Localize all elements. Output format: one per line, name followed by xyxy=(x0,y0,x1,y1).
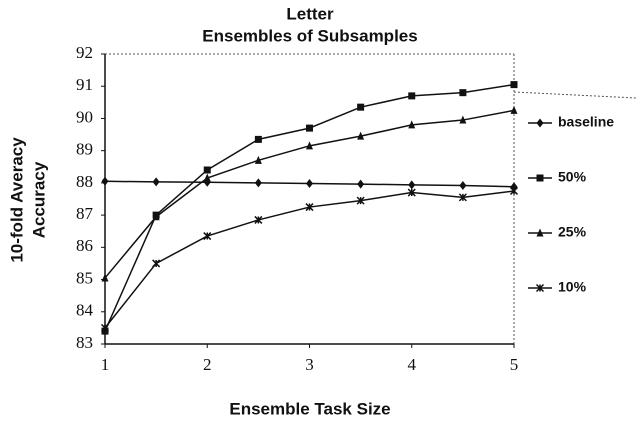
legend-label: 50% xyxy=(558,169,587,185)
series-line xyxy=(104,190,515,329)
marker xyxy=(356,196,365,205)
legend-border xyxy=(513,91,637,99)
marker xyxy=(509,186,519,195)
marker xyxy=(254,178,262,188)
marker xyxy=(152,212,160,221)
legend-marker xyxy=(536,118,544,128)
chart-subtitle: Ensembles of Subsamples xyxy=(202,26,417,45)
marker xyxy=(408,180,416,190)
y-tick-label: 90 xyxy=(76,107,93,126)
legend-marker xyxy=(536,174,544,182)
marker xyxy=(152,177,160,187)
y-tick-label: 87 xyxy=(76,204,94,223)
series-line xyxy=(104,109,515,279)
marker xyxy=(459,89,467,97)
marker xyxy=(254,135,262,143)
y-tick-label: 85 xyxy=(76,268,93,287)
marker xyxy=(357,179,365,189)
legend-label: baseline xyxy=(558,114,614,130)
legend-marker xyxy=(535,283,545,293)
x-tick-label: 4 xyxy=(408,355,417,374)
marker xyxy=(408,92,416,100)
y-axis-label: Accuracy xyxy=(29,161,48,238)
marker xyxy=(408,120,416,129)
marker xyxy=(101,176,109,186)
x-axis-label: Ensemble Task Size xyxy=(229,399,390,418)
marker xyxy=(357,131,365,140)
chart-title: Letter xyxy=(286,4,334,23)
y-tick-label: 89 xyxy=(76,140,93,159)
x-tick-label: 3 xyxy=(305,355,314,374)
marker xyxy=(203,173,211,182)
marker xyxy=(510,81,518,89)
marker xyxy=(203,166,211,174)
marker xyxy=(203,232,212,241)
marker xyxy=(407,188,416,197)
marker xyxy=(459,180,467,190)
legend-label: 25% xyxy=(558,224,587,240)
x-tick-label: 1 xyxy=(101,355,110,374)
y-tick-label: 92 xyxy=(76,43,93,62)
x-tick-label: 5 xyxy=(510,355,519,374)
marker xyxy=(100,323,110,332)
legend-marker xyxy=(536,228,544,237)
y-tick-label: 84 xyxy=(76,301,94,320)
y-tick-label: 86 xyxy=(76,236,93,255)
marker xyxy=(306,179,313,189)
marker xyxy=(459,115,467,124)
marker xyxy=(510,105,518,114)
y-tick-label: 91 xyxy=(76,75,93,94)
marker xyxy=(306,141,313,150)
marker xyxy=(305,203,314,212)
marker xyxy=(458,193,467,202)
marker xyxy=(357,103,365,111)
legend-label: 10% xyxy=(558,279,587,295)
y-axis-label: 10-fold Averacy xyxy=(7,137,26,263)
marker xyxy=(152,259,161,268)
marker xyxy=(254,155,262,164)
x-tick-label: 2 xyxy=(203,355,212,374)
y-tick-label: 83 xyxy=(76,333,93,352)
marker xyxy=(306,124,313,132)
y-tick-label: 88 xyxy=(76,172,93,191)
marker xyxy=(101,273,109,282)
marker xyxy=(254,215,263,224)
